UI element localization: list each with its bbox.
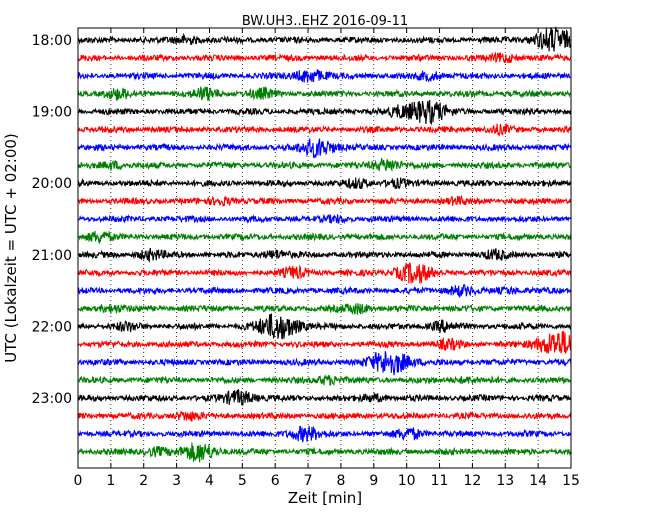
- trace-2345: [77, 442, 572, 463]
- trace-1830: [77, 69, 572, 83]
- y-tick-label: 21:00: [32, 248, 72, 264]
- trace-2245: [77, 374, 572, 386]
- vertical-gridlines: [110, 28, 539, 468]
- x-tick-label: 4: [205, 473, 214, 489]
- seismic-traces: [77, 26, 572, 463]
- x-tick-label: 9: [369, 473, 378, 489]
- chart-title: BW.UH3..EHZ 2016-09-11: [242, 14, 408, 29]
- trace-1915: [77, 123, 572, 138]
- trace-2000: [77, 177, 572, 190]
- x-tick-label: 3: [172, 473, 181, 489]
- x-tick-label: 0: [74, 473, 83, 489]
- trace-2045: [77, 230, 572, 245]
- x-tick-label: 12: [463, 473, 481, 489]
- y-tick-label: 20:00: [32, 176, 72, 192]
- trace-2330: [77, 425, 572, 443]
- plot-frame: [77, 27, 572, 469]
- x-tick-label: 14: [529, 473, 547, 489]
- trace-2100: [77, 247, 572, 263]
- trace-1945: [77, 157, 572, 172]
- x-tick-label: 5: [238, 473, 247, 489]
- x-tick-label: 10: [398, 473, 416, 489]
- trace-2215: [77, 331, 572, 354]
- trace-1900: [77, 99, 572, 126]
- trace-1800: [77, 26, 572, 52]
- trace-1845: [77, 85, 572, 101]
- trace-2030: [77, 213, 572, 225]
- trace-2015: [77, 195, 572, 208]
- x-tick-label: 8: [336, 473, 345, 489]
- trace-2230: [77, 351, 572, 376]
- x-tick-label: 6: [271, 473, 280, 489]
- trace-2315: [77, 410, 572, 422]
- y-tick-label: 18:00: [32, 33, 72, 49]
- trace-1930: [77, 138, 572, 159]
- trace-2115: [77, 262, 572, 284]
- x-tick-label: 15: [562, 473, 580, 489]
- trace-2300: [77, 389, 572, 406]
- x-axis-ticks: 0 1 2 3 4 5 6 7 8 9 10 11 12 13 14 15: [74, 28, 580, 489]
- trace-2145: [77, 303, 572, 316]
- y-tick-label: 23:00: [32, 391, 72, 407]
- x-tick-label: 13: [496, 473, 514, 489]
- y-tick-label: 19:00: [32, 105, 72, 121]
- x-tick-label: 11: [431, 473, 449, 489]
- x-tick-label: 7: [304, 473, 313, 489]
- x-tick-label: 1: [106, 473, 115, 489]
- x-axis-label: Zeit [min]: [288, 489, 362, 507]
- trace-1815: [77, 51, 572, 64]
- y-axis-ticks: 18:00 19:00 20:00 21:00 22:00 23:00: [32, 33, 571, 407]
- y-tick-label: 22:00: [32, 319, 72, 335]
- x-tick-label: 2: [139, 473, 148, 489]
- trace-2130: [77, 283, 572, 298]
- y-axis-label: UTC (Lokalzeit = UTC + 02:00): [2, 133, 20, 363]
- trace-2200: [77, 313, 572, 340]
